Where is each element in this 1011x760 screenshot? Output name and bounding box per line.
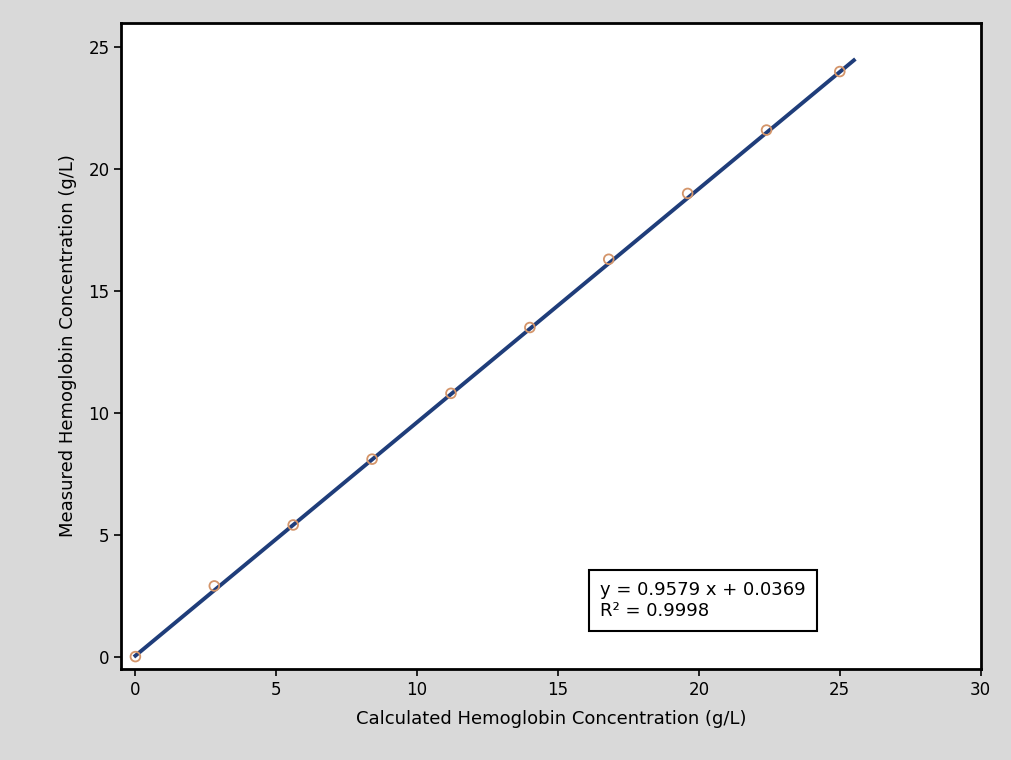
Point [285,519,301,531]
Y-axis label: Measured Hemoglobin Concentration (g/L): Measured Hemoglobin Concentration (g/L) [60,154,77,537]
Point [364,453,380,465]
Point [832,65,848,78]
Text: y = 0.9579 x + 0.0369
R² = 0.9998: y = 0.9579 x + 0.0369 R² = 0.9998 [601,581,806,620]
Point [522,321,538,334]
Point [206,580,222,592]
Point [443,388,459,400]
Point [127,651,144,663]
Point [601,253,617,265]
Point [679,188,696,200]
X-axis label: Calculated Hemoglobin Concentration (g/L): Calculated Hemoglobin Concentration (g/L… [356,710,746,728]
Point [758,124,774,136]
